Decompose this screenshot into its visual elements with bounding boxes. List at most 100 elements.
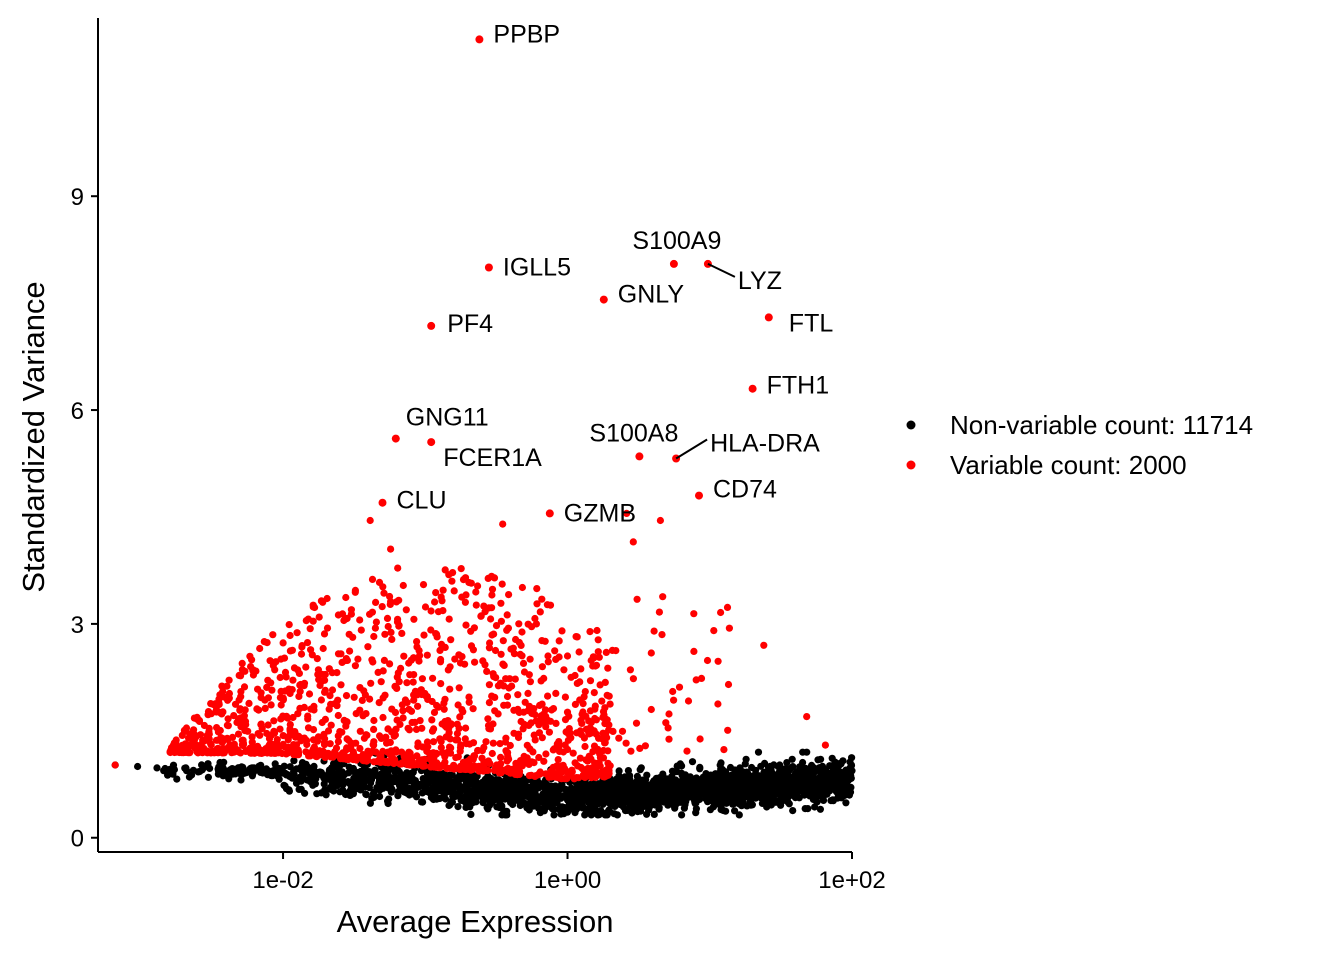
variable-gene-point <box>351 588 359 596</box>
nonvariable-gene-point <box>669 794 677 802</box>
variable-gene-point <box>280 654 289 662</box>
nonvariable-gene-point <box>692 809 700 817</box>
nonvariable-gene-point <box>635 799 643 807</box>
variable-gene-point <box>555 637 563 645</box>
variable-gene-point <box>510 729 518 737</box>
variable-gene-point <box>586 628 594 636</box>
variable-gene-point <box>448 577 456 585</box>
nonvariable-gene-point <box>648 782 656 790</box>
variable-gene-point <box>559 767 568 776</box>
x-tick-label: 1e-02 <box>252 867 313 894</box>
variable-gene-point <box>449 569 457 577</box>
variable-gene-point <box>647 705 655 714</box>
variable-gene-point <box>618 727 627 735</box>
variable-gene-point <box>535 721 543 729</box>
nonvariable-gene-point <box>807 774 815 782</box>
variable-gene-point <box>477 612 485 620</box>
nonvariable-gene-point <box>691 784 699 792</box>
variable-gene-point <box>356 706 364 714</box>
variable-gene-point <box>342 692 351 700</box>
nonvariable-gene-point <box>753 772 761 780</box>
nonvariable-gene-point <box>676 760 684 768</box>
nonvariable-gene-point <box>817 755 825 763</box>
variable-gene-point <box>576 754 585 762</box>
variable-gene-point <box>590 689 598 697</box>
variable-gene-point <box>331 751 339 759</box>
variable-gene-point <box>433 759 441 767</box>
nonvariable-gene-point <box>684 782 692 791</box>
variable-gene-point <box>510 650 518 658</box>
variable-gene-point <box>444 666 452 674</box>
nonvariable-gene-point <box>839 780 847 788</box>
variable-gene-point <box>683 747 691 755</box>
variable-gene-point <box>573 729 581 737</box>
variable-gene-point <box>518 628 526 636</box>
variable-gene-point <box>530 759 538 767</box>
variable-gene-point <box>532 620 541 628</box>
nonvariable-gene-point <box>817 787 825 795</box>
variable-gene-point <box>419 743 427 751</box>
variable-gene-point <box>427 626 435 634</box>
variable-gene-point <box>209 700 217 709</box>
variable-gene-point <box>294 710 302 718</box>
variable-gene-point <box>558 762 566 770</box>
nonvariable-gene-point <box>745 783 753 791</box>
variable-gene-point <box>430 708 439 717</box>
variable-gene-point <box>340 616 348 625</box>
variable-gene-point <box>256 746 264 754</box>
labeled-gene-point <box>427 321 436 330</box>
variable-gene-point <box>375 699 383 707</box>
nonvariable-gene-point <box>345 763 353 771</box>
variable-gene-point <box>320 741 329 749</box>
variable-gene-point <box>599 729 607 737</box>
variable-gene-point <box>609 727 617 736</box>
variable-gene-point <box>366 516 374 525</box>
variable-gene-point <box>261 704 269 713</box>
variable-gene-point <box>379 747 387 756</box>
variable-gene-point <box>803 713 811 721</box>
variable-gene-point <box>596 762 604 770</box>
variable-gene-point <box>547 773 556 781</box>
variable-gene-point <box>428 716 436 724</box>
nonvariable-gene-point <box>731 807 739 815</box>
variable-gene-point <box>388 705 396 713</box>
variable-gene-point <box>334 696 342 704</box>
variable-gene-point <box>492 622 501 630</box>
variable-gene-point <box>290 664 299 672</box>
variable-gene-point <box>276 725 284 733</box>
variable-gene-point <box>579 765 587 773</box>
nonvariable-gene-point <box>608 779 616 787</box>
variable-gene-point <box>531 614 539 623</box>
nonvariable-gene-point <box>595 811 603 819</box>
variable-gene-point <box>369 658 377 666</box>
nonvariable-gene-point <box>394 792 402 800</box>
nonvariable-gene-point <box>503 794 511 802</box>
variable-gene-point <box>406 671 414 679</box>
gene-label: FCER1A <box>443 444 542 472</box>
variable-gene-point <box>467 766 475 774</box>
variable-gene-point <box>535 753 543 762</box>
variable-gene-point <box>684 697 693 705</box>
variable-gene-point <box>561 693 570 701</box>
x-axis-label: Average Expression <box>337 904 614 939</box>
variable-gene-point <box>413 643 421 651</box>
variable-gene-point <box>577 716 585 724</box>
variable-gene-point <box>585 730 593 738</box>
variable-gene-point <box>266 740 274 749</box>
nonvariable-gene-point <box>533 781 542 790</box>
variable-gene-point <box>604 759 612 767</box>
variable-gene-point <box>475 762 483 771</box>
variable-gene-point <box>218 710 226 718</box>
variable-gene-point <box>459 576 468 584</box>
variable-gene-point <box>240 712 248 720</box>
variable-gene-point <box>480 758 488 766</box>
nonvariable-gene-point <box>496 778 504 786</box>
variable-gene-point <box>239 742 247 750</box>
variable-gene-point <box>400 753 408 761</box>
nonvariable-gene-point <box>354 774 362 782</box>
variable-gene-point <box>555 653 563 661</box>
variable-gene-point <box>295 669 303 678</box>
nonvariable-gene-point <box>767 766 775 774</box>
variable-gene-point <box>297 650 306 658</box>
nonvariable-gene-point <box>753 791 761 799</box>
